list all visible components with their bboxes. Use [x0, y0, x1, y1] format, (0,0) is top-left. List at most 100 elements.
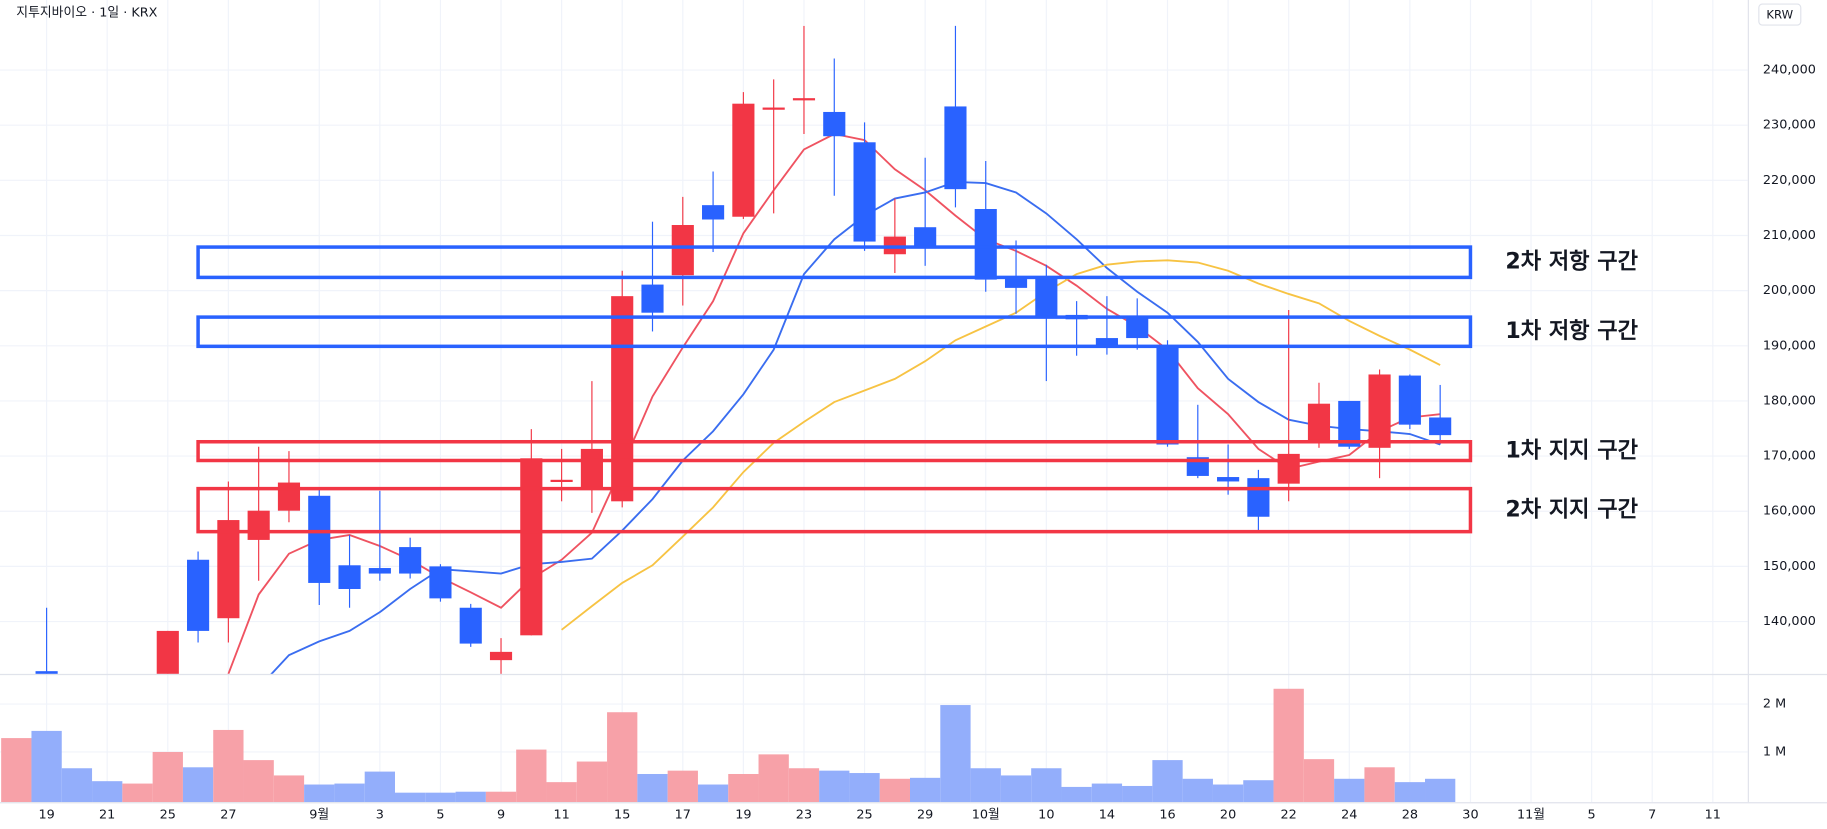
volume-bar: [516, 749, 547, 803]
x-tick-label: 17: [675, 808, 691, 823]
volume-bar: [879, 778, 911, 803]
candle-body: [792, 98, 816, 101]
x-tick-label: 25: [160, 808, 176, 823]
x-tick-label: 29: [917, 808, 933, 823]
candle-body: [762, 107, 785, 110]
x-tick-label: 7: [1648, 808, 1656, 823]
candle-body: [1429, 417, 1452, 436]
volume-bar: [182, 767, 214, 803]
candle-body: [702, 205, 725, 220]
x-tick-label: 10: [1038, 808, 1054, 823]
candle-body: [429, 566, 452, 599]
volume-bar: [334, 783, 365, 803]
volume-bar: [1091, 783, 1123, 803]
zone-label: 1차 지지 구간: [1505, 438, 1638, 464]
candle-body: [974, 209, 997, 280]
volume-bar: [546, 782, 577, 803]
volume-pane: [1, 688, 1456, 803]
price-zone: [196, 315, 1473, 349]
candle-body: [1368, 374, 1391, 448]
volume-bar: [697, 784, 729, 803]
x-tick-label: 24: [1341, 808, 1357, 823]
y-tick-label: 160,000: [1763, 504, 1816, 519]
x-tick-label: 28: [1402, 808, 1418, 823]
volume-bar: [455, 791, 486, 803]
candle-body: [944, 106, 967, 190]
volume-bar: [1364, 767, 1395, 803]
volume-bar: [728, 773, 759, 803]
volume-bar: [1243, 780, 1274, 803]
x-tick-label: 14: [1099, 808, 1115, 823]
x-tick-label: 30: [1462, 808, 1478, 823]
candle-body: [1277, 453, 1300, 484]
candle-body: [641, 284, 664, 313]
x-tick-label: 10월: [972, 808, 1000, 823]
volume-bar: [273, 775, 305, 803]
candle-body: [308, 495, 331, 583]
volume-bar: [1, 738, 32, 803]
candle-body: [489, 651, 513, 661]
x-tick-label: 16: [1159, 808, 1175, 823]
candle-body: [671, 225, 694, 276]
y-tick-label: 190,000: [1763, 338, 1816, 353]
x-tick-label: 11: [1705, 808, 1721, 823]
volume-bar: [940, 705, 971, 803]
volume-bar: [576, 761, 608, 803]
volume-bar: [667, 770, 698, 803]
candle-body: [156, 630, 179, 674]
x-tick-label: 20: [1220, 808, 1236, 823]
candle-body: [35, 671, 58, 674]
volume-bar: [304, 784, 335, 803]
price-zone: [196, 245, 1473, 280]
y-tick-label: 220,000: [1763, 173, 1816, 188]
candle-body: [580, 448, 603, 490]
volume-bar: [1425, 778, 1456, 803]
volume-bar: [425, 792, 456, 803]
moving-average-line: [270, 181, 1441, 674]
x-tick-label: 5: [436, 808, 444, 823]
y-tick-label: 240,000: [1763, 63, 1816, 78]
x-tick-label: 11월: [1517, 808, 1545, 823]
volume-bar: [758, 754, 789, 803]
volume-bar: [970, 768, 1001, 803]
volume-tick-label: 2 M: [1763, 697, 1786, 712]
candle-body: [399, 547, 422, 574]
candle-body: [459, 607, 482, 644]
volume-bar: [92, 781, 123, 803]
moving-average-line: [561, 259, 1441, 631]
x-tick-label: 23: [796, 808, 812, 823]
candle-body: [338, 565, 361, 589]
candle-body: [550, 479, 573, 483]
x-tick-label: 5: [1588, 808, 1596, 823]
volume-tick-label: 1 M: [1763, 744, 1786, 759]
price-pane: [35, 25, 1473, 674]
volume-bar: [1212, 784, 1244, 803]
volume-bar: [819, 770, 850, 803]
y-tick-label: 200,000: [1763, 283, 1816, 298]
candle-body: [1126, 317, 1149, 339]
y-tick-label: 150,000: [1763, 559, 1816, 574]
x-tick-label: 22: [1281, 808, 1297, 823]
volume-bar: [1394, 782, 1426, 803]
volume-bar: [1303, 759, 1335, 803]
y-tick-label: 180,000: [1763, 393, 1816, 408]
candle-body: [277, 482, 301, 511]
volume-bar: [1061, 786, 1092, 803]
candle-body: [1156, 346, 1179, 445]
candle-body: [368, 568, 391, 574]
candle-body: [611, 296, 634, 502]
axes: 19 21 25 27 9월 3 5 9 11 15 17 19 23 25 29 10월 10 14 16 20 22…: [38, 63, 1815, 823]
candle-body: [247, 510, 270, 540]
candle-body: [1095, 338, 1118, 347]
volume-bar: [1273, 688, 1304, 803]
price-zone: [196, 439, 1473, 463]
volume-bar: [910, 777, 941, 803]
candle-body: [1035, 276, 1058, 317]
zone-label: 1차 저항 구간: [1505, 318, 1638, 344]
candle-body: [914, 227, 937, 248]
candle-body: [732, 103, 755, 217]
volume-bar: [243, 760, 274, 803]
y-tick-label: 140,000: [1763, 614, 1816, 629]
